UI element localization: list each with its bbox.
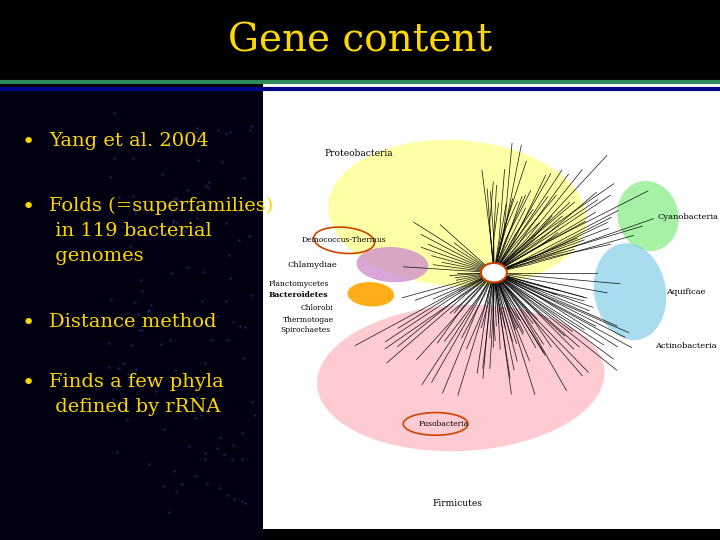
Text: •: • — [22, 373, 35, 393]
Circle shape — [481, 263, 507, 282]
Text: Yang et al. 2004: Yang et al. 2004 — [49, 132, 209, 150]
Text: Finds a few phyla
 defined by rRNA: Finds a few phyla defined by rRNA — [49, 373, 224, 416]
Text: Distance method: Distance method — [49, 313, 217, 331]
Text: Firmicutes: Firmicutes — [432, 499, 482, 508]
Text: Aquificae: Aquificae — [667, 288, 706, 295]
Ellipse shape — [328, 140, 586, 287]
Text: Actinobacteria: Actinobacteria — [654, 342, 716, 349]
Text: Proteobacteria: Proteobacteria — [324, 150, 393, 158]
Bar — [263, 84, 720, 529]
Text: Spirochaetes: Spirochaetes — [280, 326, 330, 334]
Text: Planctomycetes: Planctomycetes — [269, 280, 329, 287]
Ellipse shape — [317, 305, 605, 451]
Text: Fusobacteria: Fusobacteria — [418, 420, 469, 428]
Ellipse shape — [348, 282, 394, 307]
Text: •: • — [22, 313, 35, 333]
Text: •: • — [22, 197, 35, 217]
Ellipse shape — [617, 181, 679, 251]
Text: Chlorobi: Chlorobi — [300, 304, 333, 312]
Text: Gene content: Gene content — [228, 22, 492, 59]
Text: Bacteroidetes: Bacteroidetes — [269, 292, 328, 299]
Text: Thermotogae: Thermotogae — [282, 316, 334, 323]
Bar — [0, 89, 263, 540]
Text: •: • — [22, 132, 35, 152]
Text: Cyanobacteria: Cyanobacteria — [658, 213, 719, 221]
Text: Chlamydiae: Chlamydiae — [287, 261, 338, 268]
Ellipse shape — [594, 243, 666, 340]
Ellipse shape — [356, 247, 428, 282]
Text: Folds (=superfamilies)
 in 119 bacterial
 genomes: Folds (=superfamilies) in 119 bacterial … — [49, 197, 273, 265]
Text: Deinococcus-Thermus: Deinococcus-Thermus — [302, 237, 387, 244]
